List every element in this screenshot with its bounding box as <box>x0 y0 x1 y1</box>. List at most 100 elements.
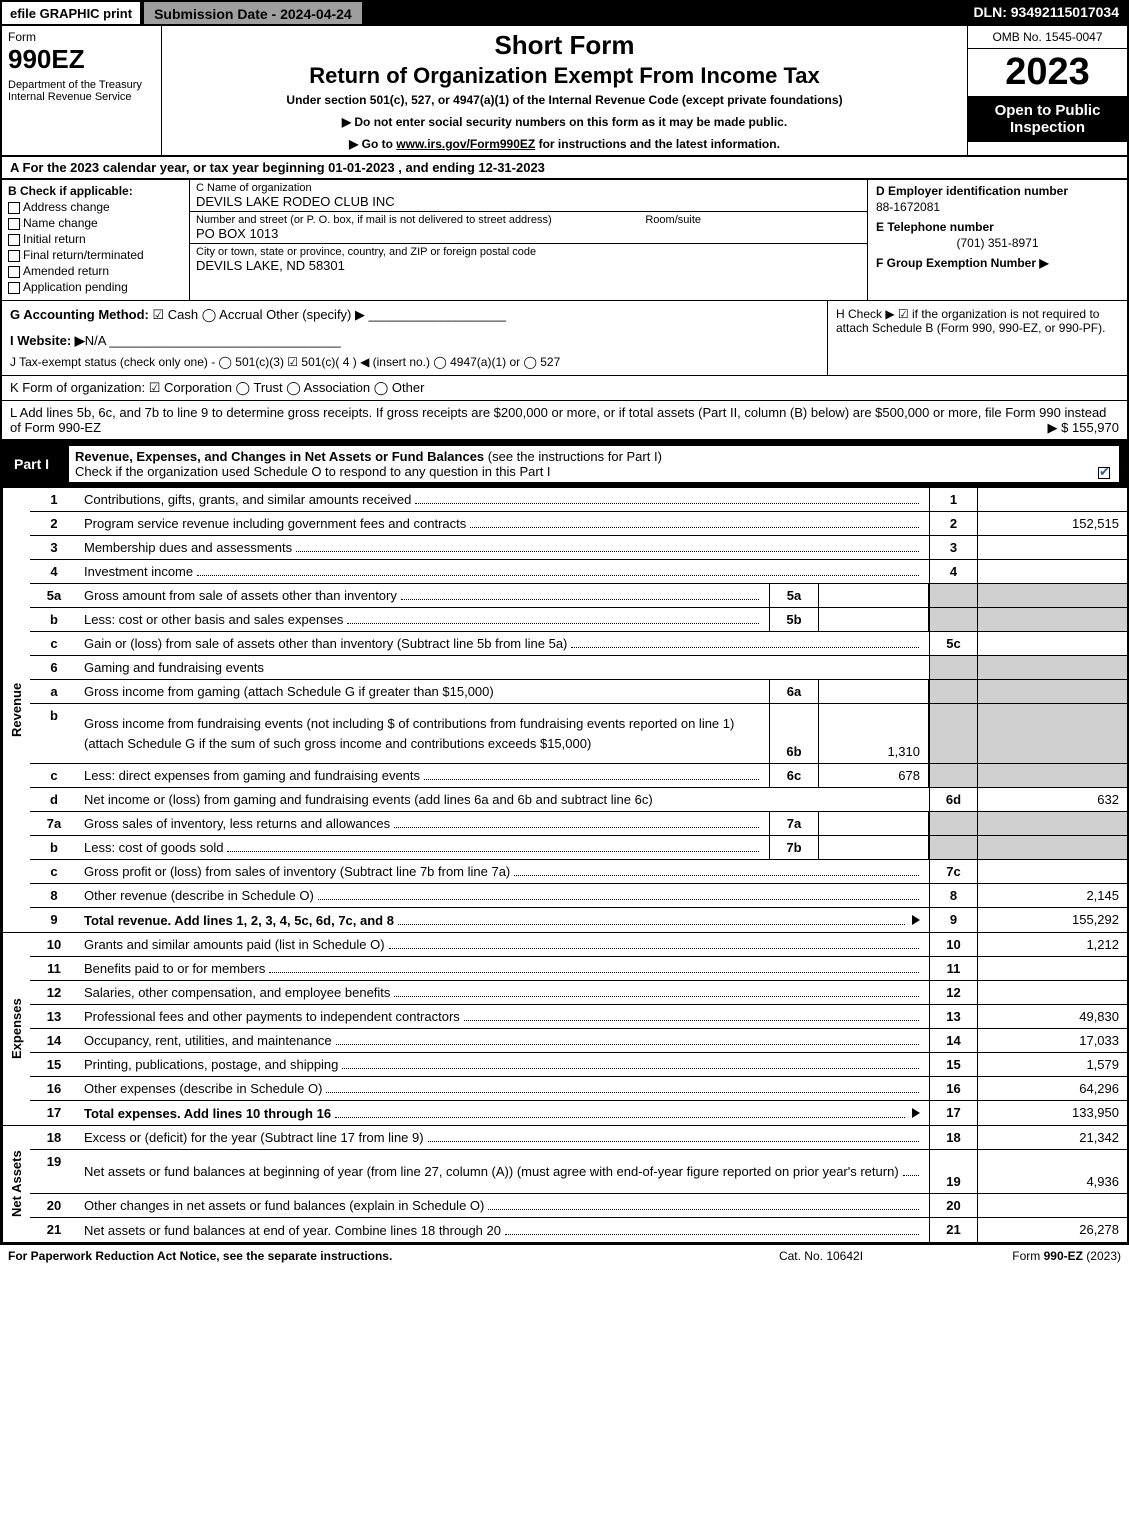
short-form-title: Short Form <box>170 30 959 61</box>
revenue-group: Revenue 1Contributions, gifts, grants, a… <box>2 488 1127 932</box>
tax-year: 2023 <box>968 49 1127 96</box>
line-20: 20Other changes in net assets or fund ba… <box>30 1194 1127 1218</box>
ck-address: Address change <box>8 200 183 214</box>
l9-desc: Total revenue. Add lines 1, 2, 3, 4, 5c,… <box>84 913 394 928</box>
line-9: 9Total revenue. Add lines 1, 2, 3, 4, 5c… <box>30 908 1127 932</box>
j-row: J Tax-exempt status (check only one) - ◯… <box>10 355 819 369</box>
ck-final: Final return/terminated <box>8 248 183 262</box>
line-14: 14Occupancy, rent, utilities, and mainte… <box>30 1029 1127 1053</box>
header-center: Short Form Return of Organization Exempt… <box>162 26 967 155</box>
line-3: 3Membership dues and assessments3 <box>30 536 1127 560</box>
l6d-desc: Net income or (loss) from gaming and fun… <box>84 792 653 807</box>
dln: DLN: 93492115017034 <box>963 0 1129 26</box>
topbar: efile GRAPHIC print Submission Date - 20… <box>0 0 1129 26</box>
c-city-row: City or town, state or province, country… <box>190 244 867 275</box>
footer-right: Form 990-EZ (2023) <box>921 1249 1121 1263</box>
line-4: 4Investment income4 <box>30 560 1127 584</box>
line-19: 19Net assets or fund balances at beginni… <box>30 1150 1127 1194</box>
ck-initial: Initial return <box>8 232 183 246</box>
l-text: L Add lines 5b, 6c, and 7b to line 9 to … <box>10 405 1106 435</box>
d-label: D Employer identification number <box>876 184 1119 198</box>
line-15: 15Printing, publications, postage, and s… <box>30 1053 1127 1077</box>
line-2: 2Program service revenue including gover… <box>30 512 1127 536</box>
efile-print[interactable]: efile GRAPHIC print <box>0 0 142 26</box>
col-c: C Name of organization DEVILS LAKE RODEO… <box>190 180 867 300</box>
e-val: (701) 351-8971 <box>876 236 1119 250</box>
line-18: 18Excess or (deficit) for the year (Subt… <box>30 1126 1127 1150</box>
f-label: F Group Exemption Number ▶ <box>876 256 1119 270</box>
l3-desc: Membership dues and assessments <box>84 540 292 555</box>
section-g-h: G Accounting Method: ☑ Cash ◯ Accrual Ot… <box>0 301 1129 376</box>
part1-check: Check if the organization used Schedule … <box>75 464 551 479</box>
c-street-row: Room/suite Number and street (or P. O. b… <box>190 212 867 244</box>
line-8: 8Other revenue (describe in Schedule O)8… <box>30 884 1127 908</box>
c-street-label: Number and street (or P. O. box, if mail… <box>196 214 861 226</box>
l1-desc: Contributions, gifts, grants, and simila… <box>84 492 411 507</box>
line-6a: aGross income from gaming (attach Schedu… <box>30 680 1127 704</box>
line-6b: bGross income from fundraising events (n… <box>30 704 1127 764</box>
col-def: D Employer identification number 88-1672… <box>867 180 1127 300</box>
l7a-desc: Gross sales of inventory, less returns a… <box>84 816 390 831</box>
l5c-desc: Gain or (loss) from sale of assets other… <box>84 636 567 651</box>
section-b-through-f: B Check if applicable: Address change Na… <box>0 180 1129 301</box>
line-6c: cLess: direct expenses from gaming and f… <box>30 764 1127 788</box>
instr2-post: for instructions and the latest informat… <box>535 137 780 151</box>
return-title: Return of Organization Exempt From Incom… <box>170 63 959 89</box>
line-1: 1Contributions, gifts, grants, and simil… <box>30 488 1127 512</box>
line-5b: bLess: cost or other basis and sales exp… <box>30 608 1127 632</box>
line-5c: cGain or (loss) from sale of assets othe… <box>30 632 1127 656</box>
line-7a: 7aGross sales of inventory, less returns… <box>30 812 1127 836</box>
b-title: B Check if applicable: <box>8 184 133 198</box>
tri-icon <box>912 1108 920 1118</box>
part1-table: Revenue 1Contributions, gifts, grants, a… <box>0 488 1129 1244</box>
g-accounting: G Accounting Method: ☑ Cash ◯ Accrual Ot… <box>2 301 827 375</box>
line-6d: dNet income or (loss) from gaming and fu… <box>30 788 1127 812</box>
i-label: I Website: ▶ <box>10 333 85 348</box>
i-val: N/A <box>85 333 106 348</box>
l5b-desc: Less: cost or other basis and sales expe… <box>84 612 343 627</box>
line-11: 11Benefits paid to or for members11 <box>30 957 1127 981</box>
ck-pending: Application pending <box>8 280 183 294</box>
form-header: Form 990EZ Department of the Treasury In… <box>0 26 1129 157</box>
header-left: Form 990EZ Department of the Treasury In… <box>2 26 162 155</box>
c-name-val: DEVILS LAKE RODEO CLUB INC <box>196 194 861 209</box>
header-right: OMB No. 1545-0047 2023 Open to Public In… <box>967 26 1127 155</box>
line-13: 13Professional fees and other payments t… <box>30 1005 1127 1029</box>
l11-desc: Benefits paid to or for members <box>84 961 265 976</box>
l21-desc: Net assets or fund balances at end of ye… <box>84 1223 501 1238</box>
l-row: L Add lines 5b, 6c, and 7b to line 9 to … <box>0 401 1129 440</box>
c-name-row: C Name of organization DEVILS LAKE RODEO… <box>190 180 867 212</box>
l17-desc: Total expenses. Add lines 10 through 16 <box>84 1106 331 1121</box>
instr-goto: ▶ Go to www.irs.gov/Form990EZ for instru… <box>170 137 959 151</box>
footer: For Paperwork Reduction Act Notice, see … <box>0 1244 1129 1267</box>
instr2-pre: ▶ Go to <box>349 137 396 151</box>
c-city-label: City or town, state or province, country… <box>196 246 861 258</box>
g-label: G Accounting Method: <box>10 307 149 322</box>
l19-desc: Net assets or fund balances at beginning… <box>84 1164 899 1179</box>
part1-title-b: Revenue, Expenses, and Changes in Net As… <box>75 449 484 464</box>
netassets-group: Net Assets 18Excess or (deficit) for the… <box>2 1125 1127 1242</box>
dept-treasury: Department of the Treasury Internal Reve… <box>8 79 155 103</box>
l15-desc: Printing, publications, postage, and shi… <box>84 1057 338 1072</box>
l6b-desc: Gross income from fundraising events (no… <box>84 714 763 753</box>
l18-desc: Excess or (deficit) for the year (Subtra… <box>84 1130 424 1145</box>
line-16: 16Other expenses (describe in Schedule O… <box>30 1077 1127 1101</box>
e-label: E Telephone number <box>876 220 1119 234</box>
c-name-label: C Name of organization <box>196 182 861 194</box>
side-expenses: Expenses <box>2 933 30 1125</box>
l6c-desc: Less: direct expenses from gaming and fu… <box>84 768 420 783</box>
line-7b: bLess: cost of goods sold7b <box>30 836 1127 860</box>
room-label: Room/suite <box>645 214 701 226</box>
side-netassets: Net Assets <box>2 1126 30 1242</box>
tri-icon <box>912 915 920 925</box>
row-a: A For the 2023 calendar year, or tax yea… <box>0 157 1129 180</box>
d-val: 88-1672081 <box>876 200 1119 214</box>
part1-checkbox[interactable] <box>1098 467 1110 479</box>
irs-link[interactable]: www.irs.gov/Form990EZ <box>396 137 535 151</box>
l8-desc: Other revenue (describe in Schedule O) <box>84 888 314 903</box>
l7b-desc: Less: cost of goods sold <box>84 840 223 855</box>
l13-desc: Professional fees and other payments to … <box>84 1009 460 1024</box>
line-10: 10Grants and similar amounts paid (list … <box>30 933 1127 957</box>
form-label: Form <box>8 30 155 44</box>
ck-name: Name change <box>8 216 183 230</box>
